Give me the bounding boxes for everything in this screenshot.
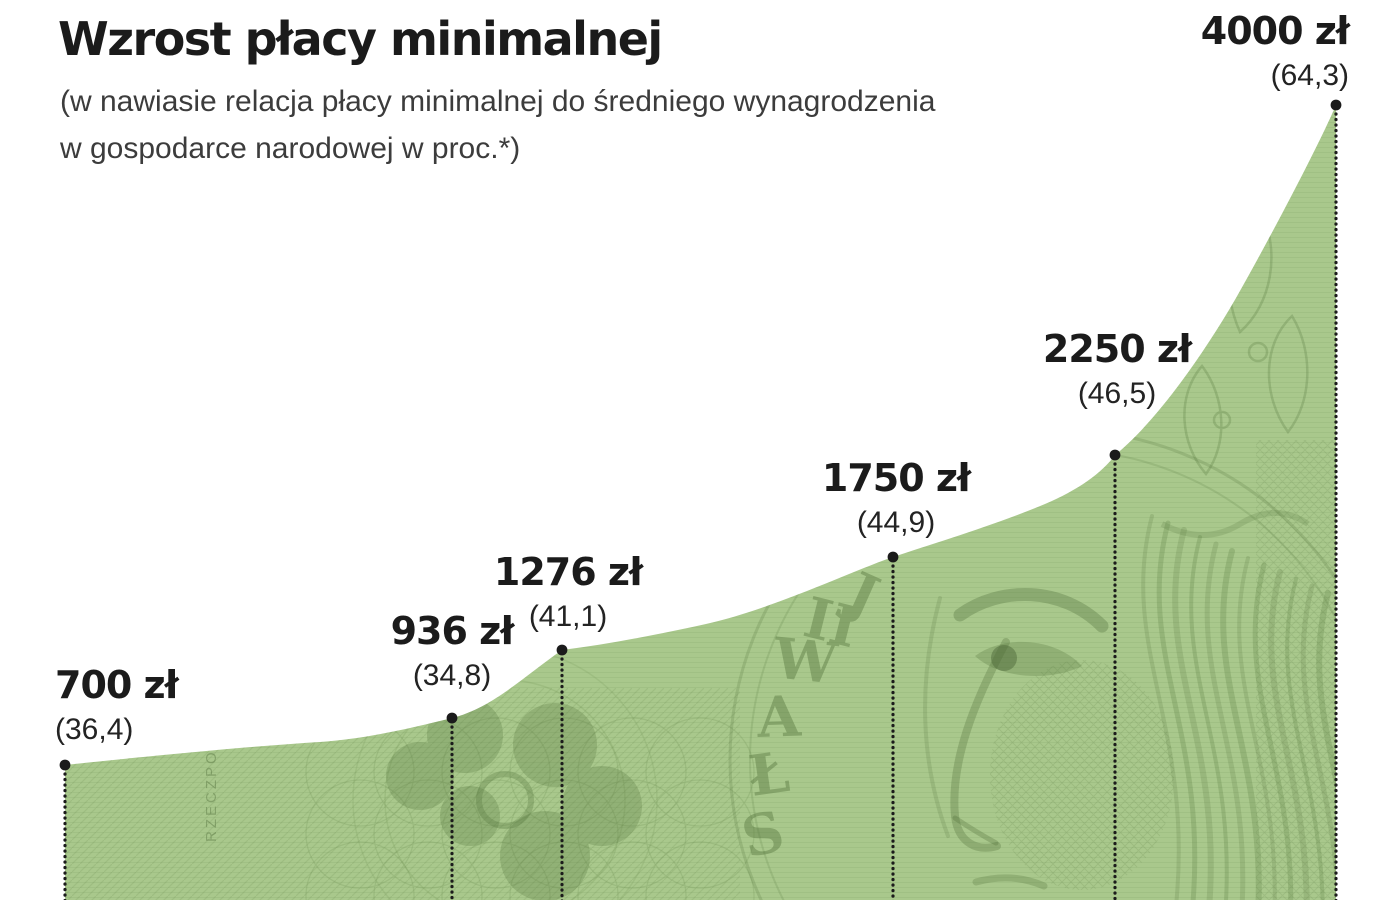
lips: [972, 874, 1048, 890]
subtitle-line-1: (w nawiasie relacja płacy minimalnej do …: [60, 85, 936, 118]
point-value-label: 700 zł: [55, 663, 179, 707]
portrait-face: [923, 587, 1109, 890]
point-label: 2250 zł (46,5): [1042, 327, 1192, 411]
data-point-dot: [446, 712, 458, 724]
data-point-dot: [59, 759, 71, 771]
cheek-shading: [990, 660, 1174, 890]
point-value-label: 1750 zł: [821, 456, 971, 500]
point-label: 700 zł (36,4): [55, 663, 179, 747]
inscription-letter: A: [755, 683, 803, 751]
point-value-label: 1276 zł: [493, 550, 643, 594]
inscription-letter: Ł: [745, 739, 794, 810]
point-ratio-label: (44,9): [856, 506, 936, 539]
data-point-dot: [556, 644, 568, 656]
point-ratio-label: (41,1): [528, 600, 608, 633]
eye-iris: [991, 645, 1017, 671]
guilloche-rings: [305, 717, 755, 900]
page-title: Wzrost płacy minimalnej: [58, 12, 663, 66]
point-ratio-label: (34,8): [412, 659, 492, 692]
data-point-dot: [1330, 99, 1342, 111]
rosette-core: [476, 771, 534, 829]
banknote-microtext: RZECZPOSPOLITA: [203, 666, 220, 842]
diamond-texture-strip: [1256, 440, 1336, 900]
data-point-dot: [1109, 449, 1121, 461]
point-value-label: 2250 zł: [1042, 327, 1192, 371]
point-label: 1276 zł (41,1): [493, 550, 643, 634]
rosette-flower: [386, 697, 642, 900]
point-ratio-label: (64,3): [1270, 59, 1349, 92]
point-value-label: 936 zł: [390, 609, 515, 653]
nose: [950, 638, 1010, 852]
subtitle-line-2: w gospodarce narodowej w proc.*): [60, 132, 521, 165]
nostril: [952, 815, 999, 846]
data-point-dot: [887, 551, 899, 563]
point-label: 1750 zł (44,9): [821, 456, 971, 540]
point-label: 4000 zł (64,3): [1200, 9, 1350, 93]
eyebrow: [953, 587, 1109, 633]
point-label: 936 zł (34,8): [390, 609, 515, 693]
point-ratio-label: (36,4): [55, 713, 134, 746]
point-ratio-label: (46,5): [1077, 377, 1157, 410]
face-outline: [923, 596, 950, 838]
guide-lines-and-dots: [59, 99, 1342, 900]
inscription-letter: W: [770, 625, 842, 697]
point-value-label: 4000 zł: [1200, 9, 1350, 53]
